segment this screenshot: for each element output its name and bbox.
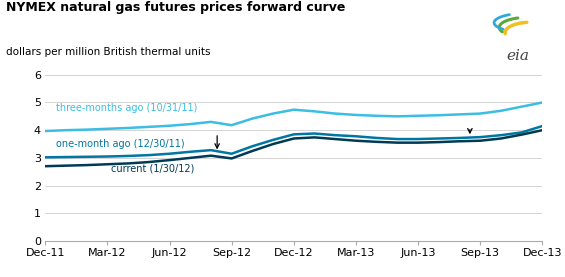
Text: three-months ago (10/31/11): three-months ago (10/31/11) bbox=[55, 103, 197, 113]
Text: one-month ago (12/30/11): one-month ago (12/30/11) bbox=[55, 139, 184, 149]
Text: NYMEX natural gas futures prices forward curve: NYMEX natural gas futures prices forward… bbox=[6, 1, 345, 14]
Text: eia: eia bbox=[507, 49, 530, 63]
Text: dollars per million British thermal units: dollars per million British thermal unit… bbox=[6, 47, 210, 57]
Text: current (1/30/12): current (1/30/12) bbox=[111, 164, 195, 174]
